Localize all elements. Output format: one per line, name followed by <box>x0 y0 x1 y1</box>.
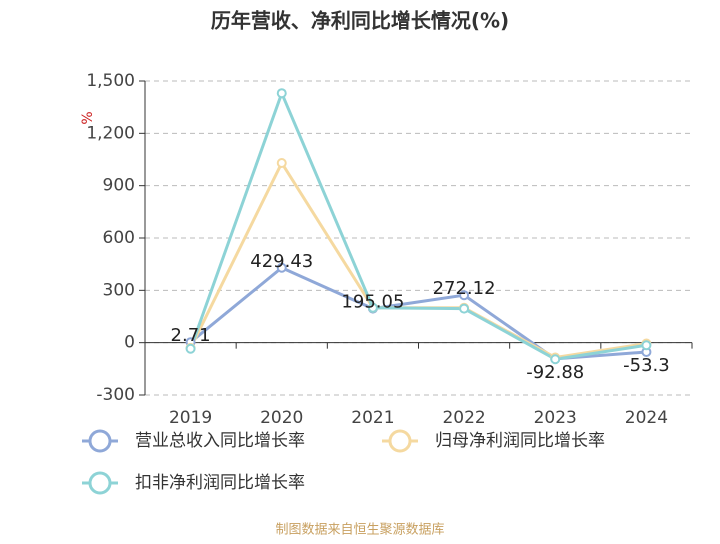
chart-title: 历年营收、净利同比增长情况(%) <box>211 9 509 33</box>
point <box>459 290 470 301</box>
y-tick-label: 0 <box>124 333 135 353</box>
point <box>276 88 287 99</box>
point <box>550 354 561 365</box>
x-tick-label: 2024 <box>625 408 668 428</box>
data-label: -53.3 <box>623 355 670 376</box>
point <box>641 340 652 351</box>
x-tick-label: 2022 <box>442 408 485 428</box>
series-line <box>189 89 647 361</box>
y-tick-label: 600 <box>103 228 135 248</box>
x-tick-label: 2023 <box>534 408 577 428</box>
y-axis-label: % <box>80 111 96 124</box>
point <box>367 302 378 313</box>
point <box>459 303 470 314</box>
legend-label: 营业总收入同比增长率 <box>135 431 305 451</box>
data-label: 195.05 <box>341 292 404 313</box>
x-tick-label: 2020 <box>260 408 303 428</box>
legend-swatch <box>388 429 412 453</box>
y-tick-label: -300 <box>96 385 135 405</box>
legend-label: 归母净利润同比增长率 <box>435 431 605 451</box>
y-tick-label: 300 <box>103 280 135 300</box>
data-label: 272.12 <box>433 278 496 299</box>
x-tick-label: 2019 <box>169 408 212 428</box>
y-tick-label: 1,500 <box>86 71 135 91</box>
y-tick-label: 1,200 <box>86 123 135 143</box>
point <box>276 157 287 168</box>
source-note: 制图数据来自恒生聚源数据库 <box>275 522 444 538</box>
data-label: -92.88 <box>526 362 584 383</box>
legend-swatch <box>88 429 112 453</box>
x-tick-label: 2021 <box>351 408 394 428</box>
point <box>276 262 287 273</box>
data-label: 2.71 <box>171 325 211 346</box>
legend-swatch <box>88 471 112 495</box>
legend-label: 扣非净利润同比增长率 <box>135 473 305 493</box>
point <box>185 343 196 354</box>
y-tick-label: 900 <box>103 176 135 196</box>
data-label: 429.43 <box>250 251 313 272</box>
